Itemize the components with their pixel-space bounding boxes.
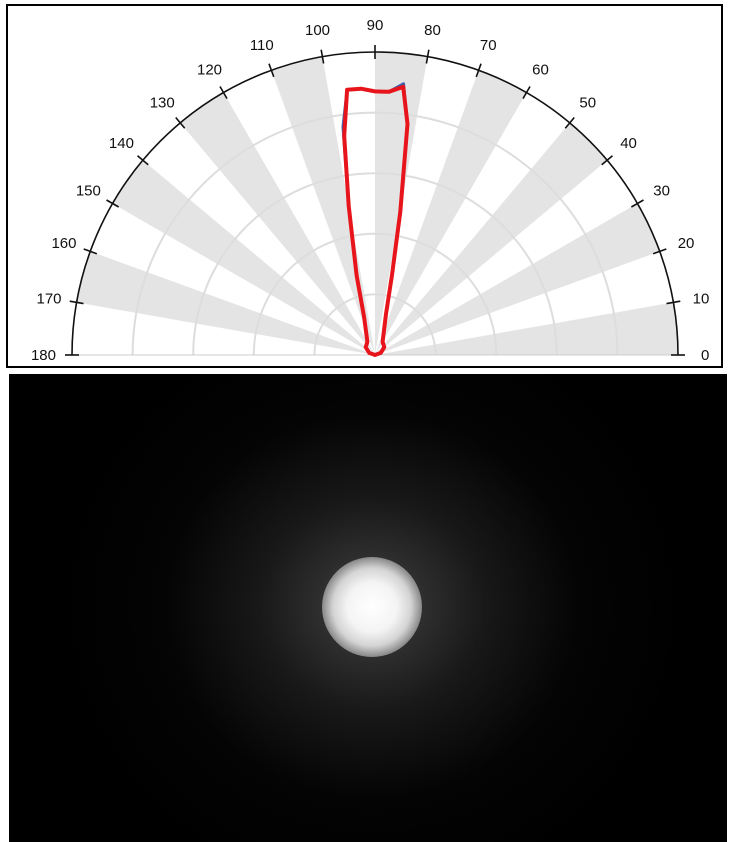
angle-tick (106, 199, 120, 208)
angle-tick (601, 155, 613, 166)
angle-tick-label: 80 (424, 22, 441, 39)
angle-tick-label: 170 (37, 291, 62, 308)
beam-profile-image (9, 374, 727, 842)
angle-tick (219, 86, 228, 100)
angle-tick (83, 248, 98, 255)
angle-tick-label: 180 (31, 347, 56, 364)
shaded-sector (112, 160, 375, 355)
shaded-sector (76, 251, 376, 355)
polar-chart: 0 10 20 30 40 50 60 70 80 90 100 110 120 130 140 150 160… (31, 17, 709, 364)
series-line-2 (342, 84, 410, 357)
angle-tick-labels: 0 10 20 30 40 50 60 70 80 90 100 110 120 130 140 150 160… (31, 17, 709, 364)
angle-tick-label: 140 (109, 135, 134, 152)
angle-tick (175, 117, 186, 129)
angle-tick-label: 30 (653, 183, 670, 200)
angle-tick-label: 50 (579, 94, 596, 111)
angle-tick (69, 300, 84, 305)
angle-tick-label: 10 (693, 291, 710, 308)
shaded-sector (375, 302, 678, 355)
angle-tick (564, 117, 575, 129)
radial-gridline (192, 172, 558, 356)
angle-tick-label: 60 (532, 61, 549, 78)
angle-tick (630, 199, 644, 208)
angle-tick-label: 150 (76, 183, 101, 200)
shaded-sector (375, 122, 608, 355)
angle-tick (522, 86, 531, 100)
angle-tick (137, 155, 149, 166)
angle-tick-label: 130 (150, 94, 175, 111)
radial-gridlines (131, 111, 619, 356)
angle-tick-label: 70 (480, 37, 497, 54)
shaded-sector (271, 56, 375, 356)
angle-tick-label: 20 (678, 235, 695, 252)
angle-tick-label: 160 (51, 235, 76, 252)
angle-tick (425, 49, 430, 64)
shaded-sector (180, 92, 375, 355)
angle-tick-label: 110 (250, 37, 274, 54)
beam-spot (322, 557, 422, 657)
angle-tick (475, 63, 482, 78)
angle-tick-label: 90 (367, 17, 384, 34)
angle-tick (666, 300, 681, 305)
angle-tick-label: 120 (197, 61, 222, 78)
data-series (341, 82, 410, 357)
angle-tick (268, 63, 275, 78)
radial-gridline (131, 111, 619, 356)
polar-chart-panel: 0 10 20 30 40 50 60 70 80 90 100 110 120 130 140 150 160… (6, 4, 723, 368)
radial-gridline (252, 232, 498, 356)
radial-gridline (313, 293, 437, 356)
angle-tick (320, 49, 325, 64)
angle-tick-label: 100 (305, 22, 330, 39)
angle-tick-label: 40 (620, 135, 637, 152)
angle-tick (652, 248, 667, 255)
angle-tick-label: 0 (701, 347, 709, 364)
angle-ticks (65, 45, 685, 356)
